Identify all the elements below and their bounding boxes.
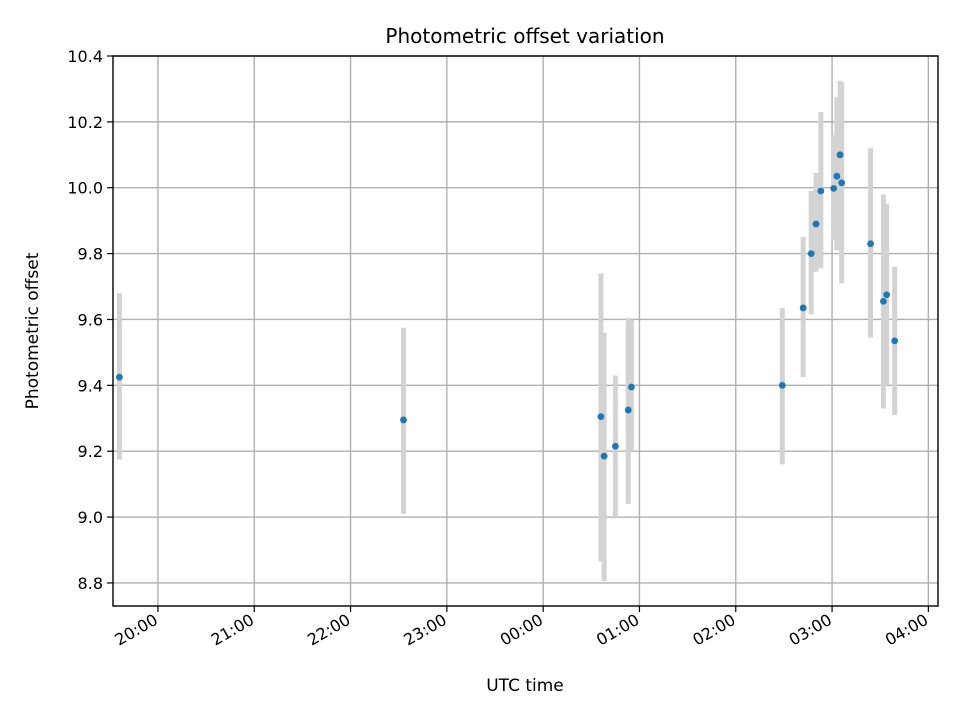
x-tick-label: 04:00	[882, 610, 931, 650]
y-tick-label: 9.4	[78, 376, 103, 395]
data-point	[624, 406, 632, 414]
data-point	[600, 452, 608, 460]
data-point	[799, 304, 807, 312]
data-point	[400, 416, 407, 424]
x-tick-label: 23:00	[400, 610, 449, 650]
data-point	[883, 291, 891, 299]
plot-frame	[112, 55, 939, 607]
y-tick-label: 8.8	[78, 574, 103, 593]
y-tick-label: 9.8	[78, 245, 103, 264]
y-tick-label: 9.6	[78, 310, 103, 329]
data-point	[116, 373, 123, 381]
y-tick-label: 9.0	[78, 508, 103, 527]
x-axis-label: UTC time	[486, 676, 564, 696]
x-tick-label: 20:00	[112, 610, 161, 650]
x-tick-label: 00:00	[497, 610, 546, 650]
data-point	[880, 297, 887, 305]
data-point	[597, 413, 605, 421]
x-tick-label: 22:00	[304, 610, 353, 650]
y-tick-label: 9.2	[78, 442, 103, 461]
y-tick-label: 10.0	[67, 179, 103, 198]
data-point	[628, 383, 635, 391]
error-bars	[116, 80, 898, 582]
data-point	[611, 442, 619, 450]
x-tick-label: 21:00	[208, 610, 257, 650]
x-tick-label: 02:00	[689, 610, 738, 650]
x-tick-label: 03:00	[786, 610, 835, 650]
x-tick-label: 01:00	[593, 610, 642, 650]
data-point	[867, 240, 874, 248]
data-points	[116, 151, 899, 460]
data-point	[817, 187, 825, 195]
y-tick-label: 10.4	[67, 47, 103, 66]
y-axis-ticks: 8.8 9.0 9.2 9.4 9.6 9.8 10.0 10.2 10.4	[67, 47, 113, 593]
chart-title: Photometric offset variation	[385, 24, 664, 48]
x-axis-ticks: 20:00 21:00 22:00 23:00 00:00 01:00 02:00 03:00…	[112, 606, 931, 650]
data-point	[833, 172, 841, 180]
data-point	[807, 250, 815, 258]
data-point	[778, 381, 786, 389]
data-point	[830, 184, 838, 192]
data-point	[891, 337, 899, 345]
grid	[113, 55, 938, 606]
data-point	[812, 220, 820, 228]
y-axis-label: Photometric offset	[23, 252, 43, 409]
data-point	[836, 151, 844, 159]
data-point	[838, 179, 846, 187]
y-tick-label: 10.2	[67, 113, 103, 132]
